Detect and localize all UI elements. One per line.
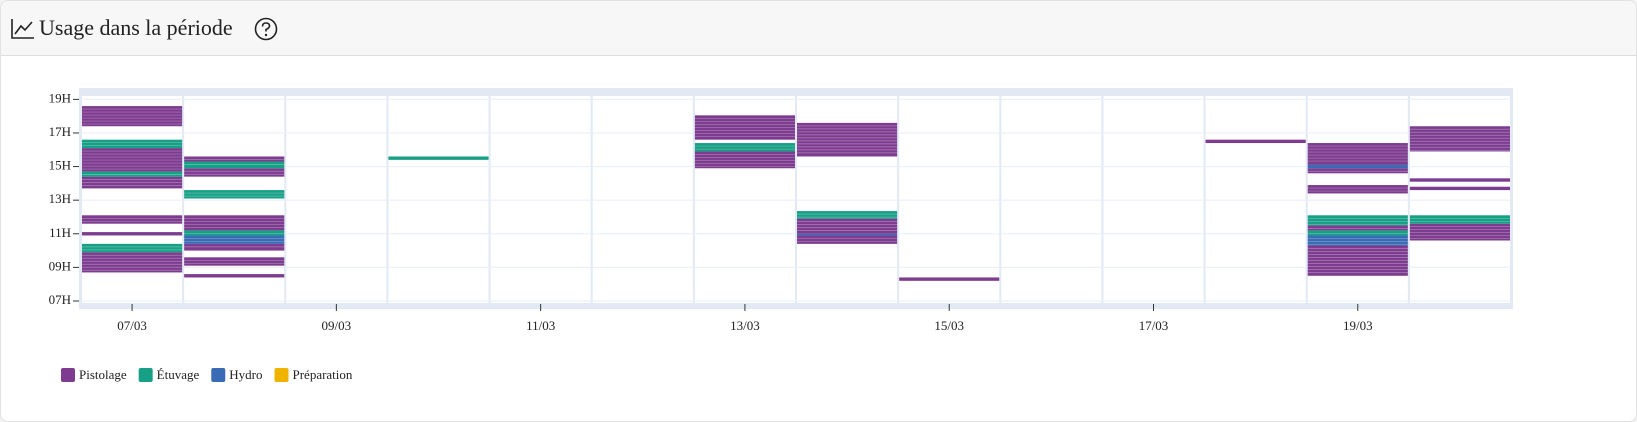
- usage-bar: [1409, 186, 1510, 191]
- usage-bar: [184, 274, 285, 278]
- usage-bar: [184, 257, 285, 266]
- y-tick-label: 15H: [49, 158, 71, 173]
- usage-bar: [694, 143, 795, 152]
- usage-bar: [1307, 225, 1408, 231]
- legend-label: Hydro: [229, 367, 262, 382]
- legend-swatch: [211, 368, 226, 382]
- help-icon[interactable]: [254, 17, 278, 41]
- day-column: [1103, 96, 1204, 303]
- usage-bar: [82, 139, 183, 149]
- x-tick-label: 13/03: [730, 318, 760, 333]
- legend-label: Étuvage: [157, 367, 200, 382]
- usage-bar: [184, 243, 285, 251]
- x-tick-label: 09/03: [322, 318, 352, 333]
- y-tick-label: 13H: [49, 191, 71, 206]
- y-tick-label: 07H: [49, 292, 71, 307]
- legend-swatch: [274, 368, 289, 382]
- usage-bar: [82, 252, 183, 273]
- usage-bar: [184, 190, 285, 199]
- usage-bar: [82, 148, 183, 172]
- usage-bar: [82, 106, 183, 127]
- y-tick-label: 09H: [49, 258, 71, 273]
- usage-bar: [184, 235, 285, 244]
- usage-bar: [1409, 215, 1510, 224]
- day-column: [1205, 96, 1306, 303]
- usage-bar: [388, 156, 489, 160]
- usage-bar: [899, 277, 1000, 281]
- usage-bar: [1409, 178, 1510, 182]
- legend-swatch: [138, 368, 153, 382]
- usage-bar: [184, 161, 285, 169]
- usage-bar: [797, 233, 898, 236]
- legend-label: Préparation: [292, 367, 352, 382]
- y-tick-label: 19H: [49, 90, 71, 105]
- usage-bar: [82, 176, 183, 189]
- usage-bar: [1409, 223, 1510, 241]
- usage-bar: [797, 218, 898, 234]
- usage-bar: [184, 230, 285, 236]
- usage-bar: [184, 156, 285, 162]
- day-column: [592, 96, 693, 303]
- usage-bar: [797, 211, 898, 219]
- usage-bar: [1307, 168, 1408, 174]
- y-tick-label: 17H: [49, 124, 71, 139]
- usage-bar: [1409, 126, 1510, 152]
- y-tick-label: 11H: [49, 225, 71, 240]
- usage-bar: [1307, 164, 1408, 169]
- usage-bar: [82, 171, 183, 177]
- usage-bar: [1307, 230, 1408, 236]
- usage-bar: [1307, 143, 1408, 165]
- usage-bar: [1205, 139, 1306, 144]
- usage-bar: [1307, 215, 1408, 226]
- usage-bar: [797, 235, 898, 244]
- day-column: [899, 96, 1000, 303]
- chart-icon: [11, 19, 34, 39]
- day-column: [388, 96, 489, 303]
- usage-bar: [184, 168, 285, 177]
- usage-bar: [184, 215, 285, 231]
- usage-bar: [82, 243, 183, 253]
- x-tick-label: 15/03: [934, 318, 964, 333]
- x-tick-label: 07/03: [117, 318, 147, 333]
- day-column: [490, 96, 591, 303]
- card-title: Usage dans la période: [39, 15, 233, 40]
- x-tick-label: 17/03: [1139, 318, 1169, 333]
- day-column: [184, 96, 285, 303]
- usage-bar: [82, 215, 183, 224]
- usage-bar: [694, 115, 795, 140]
- x-tick-label: 19/03: [1343, 318, 1373, 333]
- card-header: Usage dans la période: [1, 1, 1636, 56]
- legend-swatch: [61, 368, 75, 382]
- chart: 07H 09H 11H 13H 15H 17H 19H 07/03 09/03 11/03 13/0…: [49, 88, 1513, 382]
- x-tick-label: 11/03: [526, 318, 555, 333]
- day-column: [1001, 96, 1102, 303]
- usage-bar: [694, 151, 795, 169]
- legend-label: Pistolage: [79, 367, 127, 382]
- usage-bar: [797, 122, 898, 157]
- usage-bar: [82, 232, 183, 236]
- usage-bar: [1307, 235, 1408, 246]
- usage-bar: [1307, 185, 1408, 194]
- day-column: [286, 96, 387, 303]
- usage-bar: [1307, 245, 1408, 276]
